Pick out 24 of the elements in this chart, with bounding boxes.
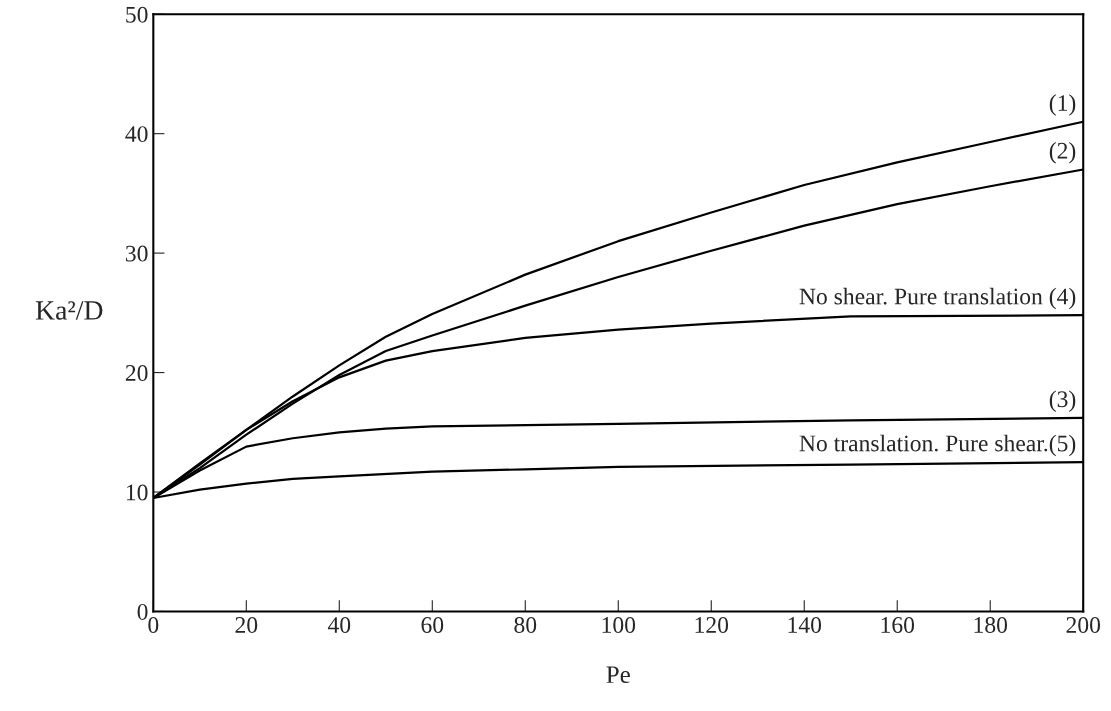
series-label: No shear. Pure translation (4): [799, 287, 1076, 310]
series-label: (1): [1049, 94, 1076, 116]
x-tick-label: 0: [148, 617, 159, 633]
x-tick-label: 160: [881, 617, 915, 633]
y-tick-label: 40: [125, 126, 148, 143]
x-tick-label: 100: [602, 617, 636, 633]
x-tick-label: 180: [974, 617, 1008, 633]
series-label: (2): [1049, 142, 1076, 164]
x-axis-title: Pe: [606, 666, 630, 684]
y-tick-label: 10: [126, 484, 148, 501]
y-tick-label: 20: [125, 365, 148, 381]
x-tick-label: 20: [235, 617, 258, 633]
y-tick-label: 50: [126, 6, 148, 23]
x-tick-label: 120: [695, 617, 729, 633]
x-tick-label: 60: [421, 617, 444, 633]
x-tick-label: 140: [788, 617, 822, 633]
x-tick-label: 40: [327, 617, 351, 633]
series-label: No translation. Pure shear.(5): [799, 434, 1076, 457]
y-axis-title: Ka²/D: [35, 301, 103, 320]
y-tick-label: 30: [125, 245, 148, 262]
x-tick-label: 80: [514, 617, 537, 633]
series-label: (3): [1049, 390, 1076, 412]
y-tick-label: 0: [137, 603, 148, 620]
x-tick-label: 200: [1066, 617, 1101, 633]
